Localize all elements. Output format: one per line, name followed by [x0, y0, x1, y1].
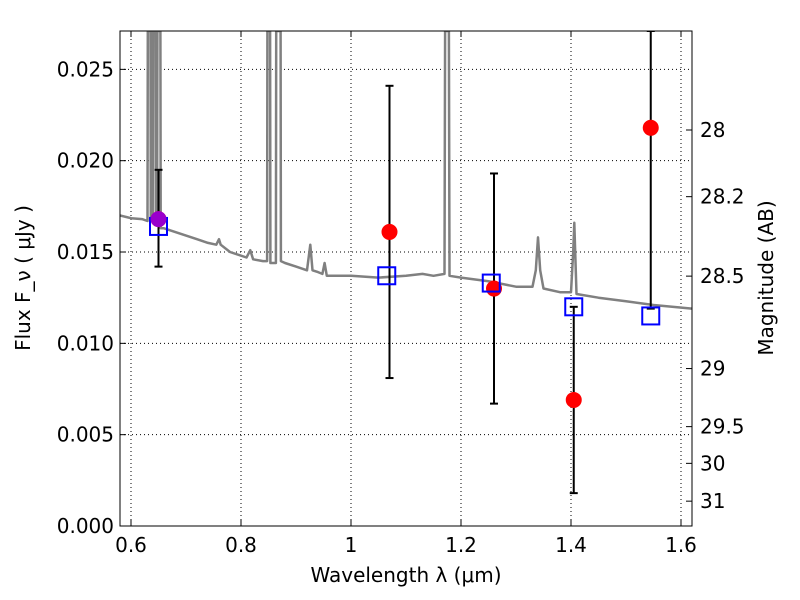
plot-series [120, 31, 692, 495]
data-point-square [377, 266, 397, 286]
data-point-circle [565, 391, 582, 408]
x-tick-label: 1 [345, 533, 358, 557]
y-tick-label: 0.000 [57, 514, 114, 538]
x-tick-label: 1.4 [555, 533, 587, 557]
y-tick-label: 0.020 [57, 149, 114, 173]
data-point-circle [381, 223, 398, 240]
y-tick-label: 0.025 [57, 57, 114, 81]
spectrum-line [120, 31, 692, 310]
y-tick-label: 0.010 [57, 331, 114, 355]
y2-tick-label: 28.2 [700, 185, 745, 209]
data-point-square [564, 297, 584, 317]
y2-tick-label: 29 [700, 357, 725, 381]
y-tick-label: 0.015 [57, 240, 114, 264]
y2-axis-title: Magnitude (AB) [754, 200, 778, 355]
y-tick-label: 0.005 [57, 423, 114, 447]
data-point-circle [642, 119, 659, 136]
y2-tick-label: 28 [700, 118, 725, 142]
y2-tick-label: 30 [700, 451, 725, 475]
x-tick-label: 1.6 [665, 533, 697, 557]
y2-tick-label: 31 [700, 489, 725, 513]
plot-frame [119, 30, 693, 527]
x-tick-label: 0.8 [225, 533, 257, 557]
x-tick-label: 1.2 [445, 533, 477, 557]
y2-tick-label: 29.5 [700, 415, 745, 439]
x-axis-title: Wavelength λ (μm) [310, 563, 501, 587]
data-point-square [481, 273, 501, 293]
x-tick-label: 0.6 [115, 533, 147, 557]
y2-tick-label: 28.5 [700, 264, 745, 288]
grid-lines [120, 31, 692, 527]
overlap-point-circle [150, 211, 167, 228]
data-point-square [641, 306, 661, 326]
y-axis-title: Flux F_ν ( μJy ) [11, 205, 35, 351]
axis-ticks: 0.6 0.8 1 1.2 1.4 1.6 0.000 0.005 0.010 0.015 0.02… [57, 31, 745, 557]
